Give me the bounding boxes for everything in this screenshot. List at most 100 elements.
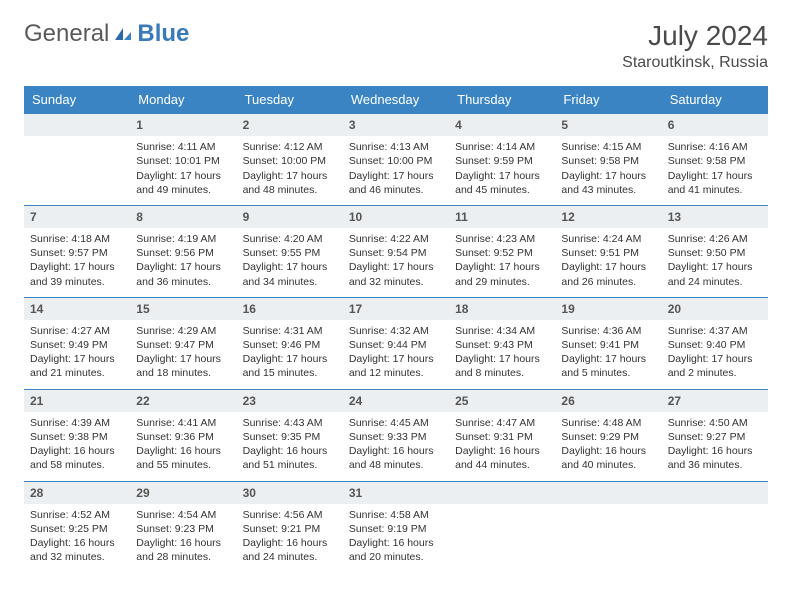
day-info-cell: Sunrise: 4:11 AMSunset: 10:01 PMDaylight… <box>130 136 236 205</box>
day-info-cell: Sunrise: 4:34 AMSunset: 9:43 PMDaylight:… <box>449 320 555 389</box>
day-number: 7 <box>30 210 37 224</box>
header: General Blue July 2024 Staroutkinsk, Rus… <box>24 20 768 72</box>
day-header-row: Sunday Monday Tuesday Wednesday Thursday… <box>24 86 768 114</box>
sunrise-text: Sunrise: 4:13 AM <box>349 140 443 154</box>
day-number-cell <box>24 114 130 137</box>
day-number-cell: 27 <box>662 389 768 412</box>
day-info-cell: Sunrise: 4:23 AMSunset: 9:52 PMDaylight:… <box>449 228 555 297</box>
day-info-cell <box>24 136 130 205</box>
dl2-text: and 8 minutes. <box>455 366 549 380</box>
dl1-text: Daylight: 17 hours <box>349 352 443 366</box>
day-number: 26 <box>561 394 574 408</box>
day-info-cell: Sunrise: 4:52 AMSunset: 9:25 PMDaylight:… <box>24 504 130 573</box>
day-info-cell: Sunrise: 4:24 AMSunset: 9:51 PMDaylight:… <box>555 228 661 297</box>
dl2-text: and 55 minutes. <box>136 458 230 472</box>
day-info-cell: Sunrise: 4:45 AMSunset: 9:33 PMDaylight:… <box>343 412 449 481</box>
day-number: 20 <box>668 302 681 316</box>
dl1-text: Daylight: 17 hours <box>30 352 124 366</box>
dl2-text: and 21 minutes. <box>30 366 124 380</box>
day-info-cell <box>555 504 661 573</box>
dl1-text: Daylight: 17 hours <box>243 260 337 274</box>
dl2-text: and 29 minutes. <box>455 275 549 289</box>
day-number-cell: 6 <box>662 114 768 137</box>
day-number-cell: 31 <box>343 481 449 504</box>
day-info-cell: Sunrise: 4:50 AMSunset: 9:27 PMDaylight:… <box>662 412 768 481</box>
sunrise-text: Sunrise: 4:19 AM <box>136 232 230 246</box>
location: Staroutkinsk, Russia <box>622 54 768 72</box>
day-info-cell: Sunrise: 4:15 AMSunset: 9:58 PMDaylight:… <box>555 136 661 205</box>
dl2-text: and 28 minutes. <box>136 550 230 564</box>
day-number: 25 <box>455 394 468 408</box>
day-number: 9 <box>243 210 250 224</box>
info-row: Sunrise: 4:18 AMSunset: 9:57 PMDaylight:… <box>24 228 768 297</box>
dl2-text: and 45 minutes. <box>455 183 549 197</box>
day-info-cell: Sunrise: 4:48 AMSunset: 9:29 PMDaylight:… <box>555 412 661 481</box>
dl1-text: Daylight: 17 hours <box>668 169 762 183</box>
day-number: 29 <box>136 486 149 500</box>
sunset-text: Sunset: 9:51 PM <box>561 246 655 260</box>
dl1-text: Daylight: 17 hours <box>455 260 549 274</box>
sunset-text: Sunset: 9:49 PM <box>30 338 124 352</box>
day-number: 19 <box>561 302 574 316</box>
day-info-cell: Sunrise: 4:31 AMSunset: 9:46 PMDaylight:… <box>237 320 343 389</box>
dl1-text: Daylight: 16 hours <box>455 444 549 458</box>
sunrise-text: Sunrise: 4:54 AM <box>136 508 230 522</box>
day-info-cell: Sunrise: 4:22 AMSunset: 9:54 PMDaylight:… <box>343 228 449 297</box>
dl1-text: Daylight: 16 hours <box>668 444 762 458</box>
sunset-text: Sunset: 9:47 PM <box>136 338 230 352</box>
dl1-text: Daylight: 17 hours <box>349 260 443 274</box>
day-number-cell: 15 <box>130 297 236 320</box>
day-number-cell: 1 <box>130 114 236 137</box>
dl2-text: and 40 minutes. <box>561 458 655 472</box>
dl1-text: Daylight: 17 hours <box>561 169 655 183</box>
day-number-cell: 10 <box>343 205 449 228</box>
day-info-cell: Sunrise: 4:19 AMSunset: 9:56 PMDaylight:… <box>130 228 236 297</box>
sunset-text: Sunset: 10:00 PM <box>349 154 443 168</box>
sunset-text: Sunset: 9:58 PM <box>668 154 762 168</box>
daynum-row: 123456 <box>24 114 768 137</box>
day-info-cell: Sunrise: 4:29 AMSunset: 9:47 PMDaylight:… <box>130 320 236 389</box>
day-info-cell: Sunrise: 4:43 AMSunset: 9:35 PMDaylight:… <box>237 412 343 481</box>
dl2-text: and 32 minutes. <box>349 275 443 289</box>
sunrise-text: Sunrise: 4:37 AM <box>668 324 762 338</box>
dl1-text: Daylight: 17 hours <box>243 169 337 183</box>
dl2-text: and 58 minutes. <box>30 458 124 472</box>
day-number-cell: 13 <box>662 205 768 228</box>
day-number: 17 <box>349 302 362 316</box>
sunrise-text: Sunrise: 4:12 AM <box>243 140 337 154</box>
day-info-cell: Sunrise: 4:14 AMSunset: 9:59 PMDaylight:… <box>449 136 555 205</box>
sunrise-text: Sunrise: 4:15 AM <box>561 140 655 154</box>
dl1-text: Daylight: 17 hours <box>455 352 549 366</box>
sunrise-text: Sunrise: 4:48 AM <box>561 416 655 430</box>
dl1-text: Daylight: 17 hours <box>455 169 549 183</box>
dl2-text: and 43 minutes. <box>561 183 655 197</box>
sunrise-text: Sunrise: 4:23 AM <box>455 232 549 246</box>
day-number: 18 <box>455 302 468 316</box>
dl1-text: Daylight: 17 hours <box>243 352 337 366</box>
sunrise-text: Sunrise: 4:31 AM <box>243 324 337 338</box>
sunrise-text: Sunrise: 4:58 AM <box>349 508 443 522</box>
day-number-cell: 4 <box>449 114 555 137</box>
day-number-cell: 7 <box>24 205 130 228</box>
sunrise-text: Sunrise: 4:32 AM <box>349 324 443 338</box>
sunrise-text: Sunrise: 4:50 AM <box>668 416 762 430</box>
day-header: Wednesday <box>343 86 449 114</box>
dl2-text: and 12 minutes. <box>349 366 443 380</box>
day-header: Thursday <box>449 86 555 114</box>
day-number-cell: 3 <box>343 114 449 137</box>
day-info-cell: Sunrise: 4:37 AMSunset: 9:40 PMDaylight:… <box>662 320 768 389</box>
sunset-text: Sunset: 9:43 PM <box>455 338 549 352</box>
day-info-cell: Sunrise: 4:41 AMSunset: 9:36 PMDaylight:… <box>130 412 236 481</box>
dl2-text: and 49 minutes. <box>136 183 230 197</box>
dl1-text: Daylight: 17 hours <box>561 260 655 274</box>
day-number-cell: 18 <box>449 297 555 320</box>
sunset-text: Sunset: 10:01 PM <box>136 154 230 168</box>
dl2-text: and 39 minutes. <box>30 275 124 289</box>
sunset-text: Sunset: 9:40 PM <box>668 338 762 352</box>
info-row: Sunrise: 4:39 AMSunset: 9:38 PMDaylight:… <box>24 412 768 481</box>
sunset-text: Sunset: 9:25 PM <box>30 522 124 536</box>
daynum-row: 14151617181920 <box>24 297 768 320</box>
day-number: 1 <box>136 118 143 132</box>
sunrise-text: Sunrise: 4:36 AM <box>561 324 655 338</box>
day-number-cell: 16 <box>237 297 343 320</box>
